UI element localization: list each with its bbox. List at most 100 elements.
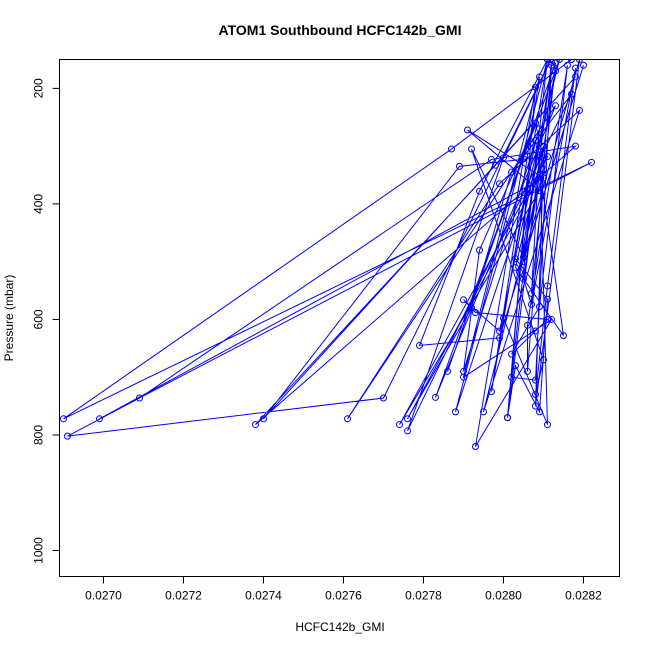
data-point bbox=[572, 64, 579, 72]
data-point bbox=[552, 102, 559, 110]
data-point bbox=[404, 415, 411, 423]
data-point bbox=[260, 415, 267, 423]
y-tick-label: 400 bbox=[32, 194, 46, 214]
data-point bbox=[552, 67, 559, 75]
data-point bbox=[136, 394, 143, 402]
data-point bbox=[480, 408, 487, 416]
y-tick-label: 200 bbox=[32, 78, 46, 98]
data-point bbox=[472, 309, 479, 317]
data-point bbox=[452, 408, 459, 416]
data-point bbox=[468, 145, 475, 153]
data-point bbox=[520, 275, 527, 283]
data-point bbox=[432, 393, 439, 401]
data-point bbox=[528, 300, 535, 308]
data-point bbox=[540, 154, 547, 162]
data-point bbox=[528, 289, 535, 297]
data-point bbox=[536, 148, 543, 156]
data-point bbox=[64, 432, 71, 440]
data-point bbox=[536, 73, 543, 81]
data-point bbox=[464, 126, 471, 134]
data-point bbox=[520, 258, 527, 266]
data-point bbox=[468, 304, 475, 312]
data-point bbox=[548, 315, 555, 323]
data-point bbox=[536, 125, 543, 133]
data-point bbox=[544, 421, 551, 429]
x-tick-label: 0.0270 bbox=[85, 589, 122, 603]
data-point bbox=[500, 154, 507, 162]
y-tick-label: 1000 bbox=[32, 537, 46, 564]
data-point bbox=[96, 415, 103, 423]
data-point bbox=[476, 187, 483, 195]
data-point bbox=[504, 414, 511, 422]
data-point bbox=[512, 362, 519, 370]
data-point bbox=[532, 327, 539, 335]
x-axis-label: HCFC142b_GMI bbox=[295, 620, 384, 634]
y-tick-label: 600 bbox=[32, 309, 46, 329]
data-point bbox=[508, 373, 515, 381]
data-point bbox=[520, 155, 527, 163]
data-point bbox=[548, 59, 555, 62]
data-point bbox=[536, 187, 543, 195]
data-point bbox=[520, 253, 527, 261]
data-point bbox=[344, 415, 351, 423]
data-point bbox=[456, 162, 463, 170]
x-tick-label: 0.0278 bbox=[405, 589, 442, 603]
x-tick-label: 0.0280 bbox=[485, 589, 522, 603]
data-point bbox=[556, 59, 563, 63]
data-point bbox=[472, 443, 479, 451]
data-point bbox=[460, 296, 467, 304]
data-point bbox=[532, 83, 539, 91]
data-point bbox=[564, 61, 571, 69]
data-point bbox=[568, 59, 575, 63]
data-point bbox=[512, 255, 519, 263]
data-point bbox=[540, 165, 547, 173]
data-point bbox=[508, 168, 515, 176]
data-point bbox=[512, 263, 519, 271]
data-point bbox=[532, 136, 539, 144]
data-point bbox=[544, 282, 551, 290]
data-point bbox=[540, 142, 547, 150]
x-tick-label: 0.0274 bbox=[245, 589, 282, 603]
y-axis-label: Pressure (mbar) bbox=[2, 275, 16, 362]
x-tick-label: 0.0282 bbox=[565, 589, 602, 603]
data-point bbox=[524, 367, 531, 375]
data-point bbox=[524, 185, 531, 193]
y-tick-label: 800 bbox=[32, 425, 46, 445]
data-point bbox=[460, 367, 467, 375]
data-point bbox=[540, 174, 547, 182]
x-tick-label: 0.0276 bbox=[325, 589, 362, 603]
data-point bbox=[552, 59, 559, 67]
data-point bbox=[524, 321, 531, 329]
data-point bbox=[508, 350, 515, 358]
data-point bbox=[488, 155, 495, 163]
data-point bbox=[496, 334, 503, 342]
data-point bbox=[60, 415, 67, 423]
data-point bbox=[532, 402, 539, 410]
data-point bbox=[404, 427, 411, 435]
data-point bbox=[536, 408, 543, 416]
data-point bbox=[496, 327, 503, 335]
data-point bbox=[572, 142, 579, 150]
data-point bbox=[532, 376, 539, 384]
data-point bbox=[572, 73, 579, 81]
data-point bbox=[516, 268, 523, 276]
data-point bbox=[576, 106, 583, 114]
data-point bbox=[588, 158, 595, 166]
data-point bbox=[560, 332, 567, 340]
x-tick-label: 0.0272 bbox=[165, 589, 202, 603]
data-point bbox=[544, 315, 551, 323]
data-point bbox=[548, 61, 555, 69]
data-point bbox=[380, 394, 387, 402]
data-point bbox=[416, 341, 423, 349]
data-point bbox=[544, 153, 551, 161]
data-point bbox=[492, 161, 499, 169]
data-point bbox=[252, 421, 259, 429]
data-point bbox=[580, 61, 587, 69]
x-axis: 0.0270 0.0272 0.0274 0.0276 0.0278 0.0280 0.02… bbox=[85, 576, 602, 603]
data-point bbox=[540, 356, 547, 364]
data-point bbox=[544, 295, 551, 303]
data-point bbox=[448, 145, 455, 153]
data-point bbox=[488, 388, 495, 396]
series-line bbox=[63, 59, 592, 447]
